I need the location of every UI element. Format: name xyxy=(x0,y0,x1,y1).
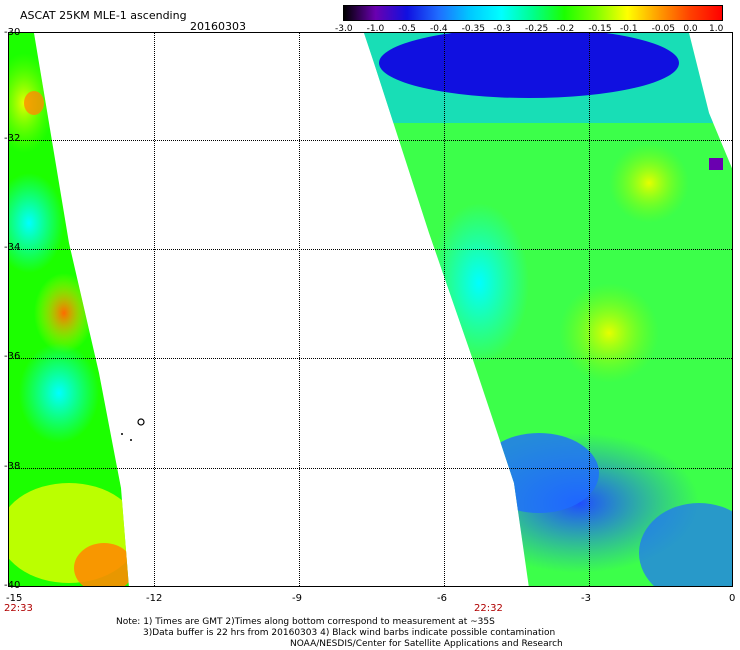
colorbar-tick-label: -0.35 xyxy=(461,24,485,34)
colorbar-tick-label: -0.5 xyxy=(398,24,416,34)
colorbar-tick-label: -0.1 xyxy=(620,24,638,34)
lon-label: -6 xyxy=(437,593,447,604)
lon-label: -9 xyxy=(292,593,302,604)
colorbar-tick-label: -1.0 xyxy=(366,24,385,34)
colorbar-tick-label: -3.0 xyxy=(335,24,353,34)
lat-label: -30 xyxy=(4,27,21,38)
lon-label: -12 xyxy=(146,593,163,604)
lon-label: 0 xyxy=(729,593,736,604)
gridline-lat xyxy=(9,140,732,141)
left-swath xyxy=(9,33,129,586)
colorbar-tick-label: 0.0 xyxy=(683,24,698,34)
lat-label: -32 xyxy=(4,133,21,144)
island-marker xyxy=(137,418,145,426)
colorbar-tick-label: -0.2 xyxy=(556,24,575,34)
lon-label: -15 xyxy=(6,593,23,604)
lat-label: -40 xyxy=(4,580,21,591)
gridline-lat xyxy=(9,358,732,359)
island-dot xyxy=(121,433,123,435)
map-date: 20160303 xyxy=(190,20,246,33)
gridline-lon xyxy=(589,33,590,586)
colorbar-tick-label: -0.4 xyxy=(430,24,448,34)
pass-time-left: 22:33 xyxy=(4,603,33,614)
right-swath xyxy=(364,33,732,586)
note-line-2: 3)Data buffer is 22 hrs from 20160303 4)… xyxy=(143,628,556,638)
colorbar-tick-label: -0.25 xyxy=(525,24,549,34)
colorbar-tick-label: -0.15 xyxy=(588,24,612,34)
note-line-3: NOAA/NESDIS/Center for Satellite Applica… xyxy=(290,639,563,649)
gridline-lon xyxy=(154,33,155,586)
island-dot xyxy=(130,439,132,441)
gridline-lon xyxy=(299,33,300,586)
swath-layer xyxy=(9,33,732,586)
lat-label: -34 xyxy=(4,242,21,253)
gridline-lat xyxy=(9,249,732,250)
map-title: ASCAT 25KM MLE-1 ascending xyxy=(20,9,187,22)
colorbar-tick-label: -0.05 xyxy=(651,24,675,34)
lon-label: -3 xyxy=(581,593,591,604)
gridline-lat xyxy=(9,468,732,469)
lat-label: -36 xyxy=(4,351,21,362)
lat-label: -38 xyxy=(4,461,21,472)
gridline-lon xyxy=(444,33,445,586)
note-line-1: Note: 1) Times are GMT 2)Times along bot… xyxy=(116,617,495,627)
colorbar-tick-label: 1.0 xyxy=(709,24,724,34)
colorbar-tick-label: -0.3 xyxy=(493,24,511,34)
colorbar xyxy=(343,5,723,21)
pass-time-right: 22:32 xyxy=(474,603,503,614)
map-frame xyxy=(8,32,733,587)
